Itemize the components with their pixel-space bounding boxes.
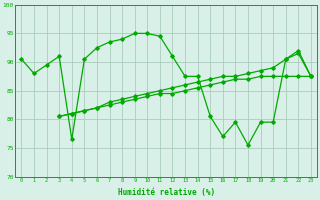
X-axis label: Humidité relative (%): Humidité relative (%) (118, 188, 215, 197)
